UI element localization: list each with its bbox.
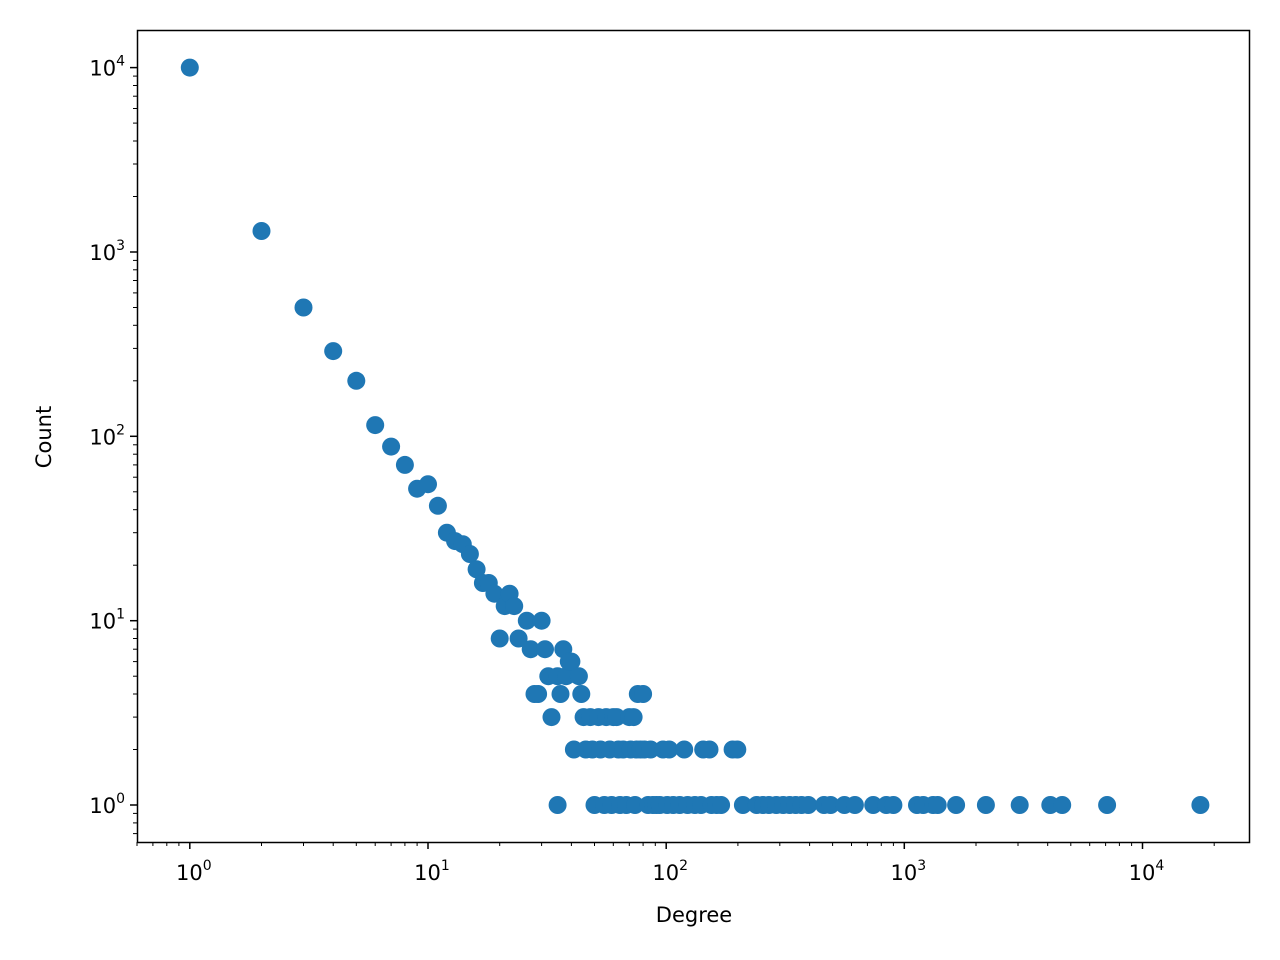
data-point	[799, 796, 818, 814]
y-axis-ticks	[130, 66, 137, 835]
data-point	[467, 560, 486, 579]
data-point	[624, 708, 643, 727]
data-point	[1053, 796, 1072, 814]
data-point	[569, 667, 588, 686]
data-point	[419, 475, 437, 494]
y-tick-label: 104	[89, 54, 125, 81]
data-point	[821, 796, 840, 814]
data-point	[675, 740, 694, 759]
x-tick-label: 101	[414, 858, 450, 885]
data-point	[517, 611, 536, 630]
data-point	[521, 640, 540, 659]
x-tick-label: 104	[1129, 858, 1165, 885]
data-point	[529, 685, 548, 703]
y-tick-label: 102	[89, 422, 125, 449]
x-axis-tick-labels: 100 101 102 103 104	[176, 858, 1164, 885]
data-point	[509, 629, 528, 648]
x-axis-ticks	[136, 842, 1215, 849]
data-point	[733, 796, 752, 814]
data-point	[505, 597, 524, 616]
data-point	[712, 796, 731, 814]
data-point	[607, 708, 626, 727]
data-point	[562, 652, 581, 671]
data-point	[845, 796, 864, 814]
data-point	[976, 796, 995, 814]
data-point	[634, 685, 653, 703]
y-axis-tick-labels: 100 101 102 103 104	[89, 54, 125, 818]
data-point	[347, 371, 366, 390]
data-point	[460, 545, 479, 563]
y-tick-label: 103	[89, 238, 125, 265]
data-point	[548, 796, 567, 814]
data-point	[180, 58, 199, 77]
data-point	[366, 416, 385, 435]
data-point	[1191, 796, 1210, 814]
data-point	[700, 740, 719, 759]
data-point	[572, 685, 591, 703]
data-point	[641, 740, 660, 759]
data-point	[557, 667, 576, 686]
data-point	[660, 740, 679, 759]
scatter-points	[180, 58, 1210, 814]
x-axis-label: Degree	[656, 903, 732, 927]
x-tick-label: 100	[176, 858, 212, 885]
data-point	[395, 455, 414, 474]
data-point	[324, 342, 343, 361]
data-point	[428, 496, 447, 515]
data-point	[382, 437, 401, 456]
data-point	[542, 708, 561, 727]
data-point	[728, 740, 747, 759]
data-point	[1098, 796, 1117, 814]
data-point	[532, 611, 551, 630]
data-point	[947, 796, 966, 814]
data-point	[626, 796, 644, 814]
x-tick-label: 103	[890, 858, 926, 885]
x-tick-label: 102	[652, 858, 688, 885]
data-point	[1010, 796, 1029, 814]
y-tick-label: 101	[89, 607, 125, 634]
y-tick-label: 100	[89, 791, 125, 818]
data-point	[551, 685, 570, 703]
plot-frame	[136, 29, 1251, 844]
y-axis-label: Count	[32, 406, 56, 468]
data-point	[294, 298, 313, 317]
data-point	[536, 640, 554, 659]
data-point	[490, 629, 509, 648]
data-point	[928, 796, 947, 814]
data-point	[485, 584, 504, 603]
data-point	[252, 222, 271, 240]
data-point	[884, 796, 903, 814]
data-point	[864, 796, 883, 814]
